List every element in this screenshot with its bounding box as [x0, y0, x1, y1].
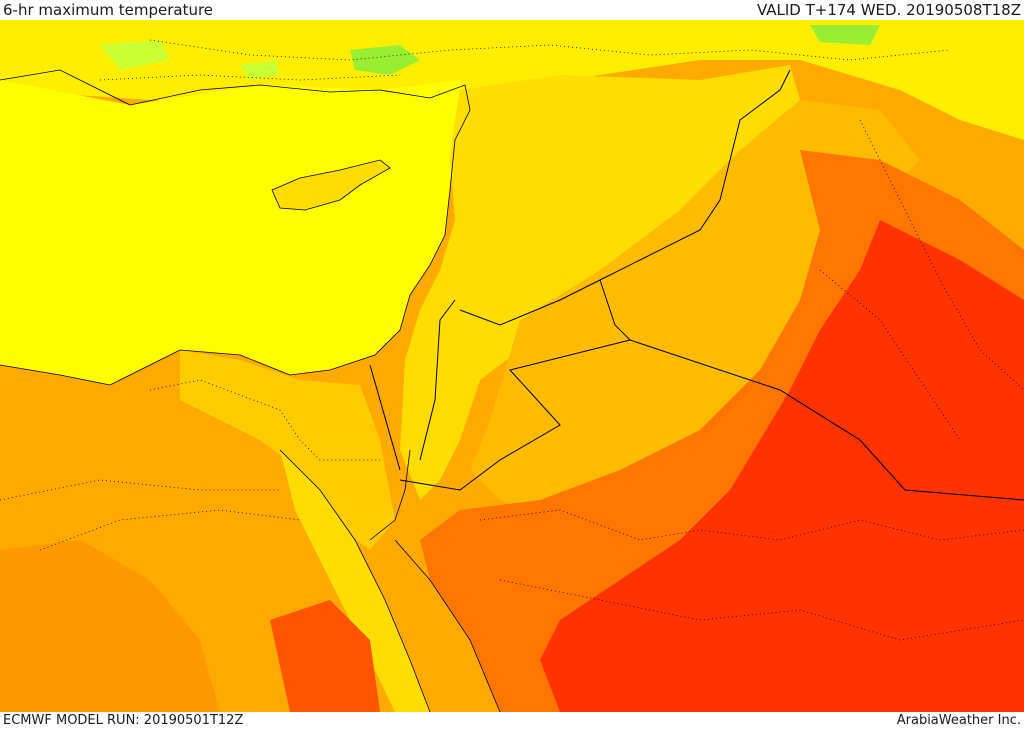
borders — [369, 69, 1024, 501]
temperature-map — [0, 20, 1024, 712]
footer-bar: ECMWF MODEL RUN: 20190501T12Z ArabiaWeat… — [0, 712, 1024, 729]
green-patch-2 — [240, 60, 280, 80]
sinai-light-zone — [180, 350, 395, 550]
orange-patch-w — [0, 540, 220, 712]
mediterranean-sea — [0, 80, 470, 385]
cyprus — [271, 159, 391, 211]
province-lines — [0, 39, 1024, 641]
red-zone — [540, 220, 1024, 712]
map-title: 6-hr maximum temperature — [3, 1, 214, 19]
green-patch-3 — [810, 25, 880, 45]
credit: ArabiaWeather Inc. — [896, 713, 1021, 728]
red-patch-sw — [270, 600, 380, 712]
north-zone — [0, 20, 1024, 140]
central-light-orange — [470, 100, 920, 520]
green-patch-4 — [100, 40, 170, 70]
model-run: ECMWF MODEL RUN: 20190501T12Z — [3, 713, 244, 728]
valid-time: VALID T+174 WED. 20190508T18Z — [756, 1, 1021, 19]
red-sea — [280, 450, 430, 712]
coastlines — [0, 69, 501, 712]
header-bar: 6-hr maximum temperature VALID T+174 WED… — [0, 0, 1024, 20]
green-patch-1 — [350, 45, 420, 75]
